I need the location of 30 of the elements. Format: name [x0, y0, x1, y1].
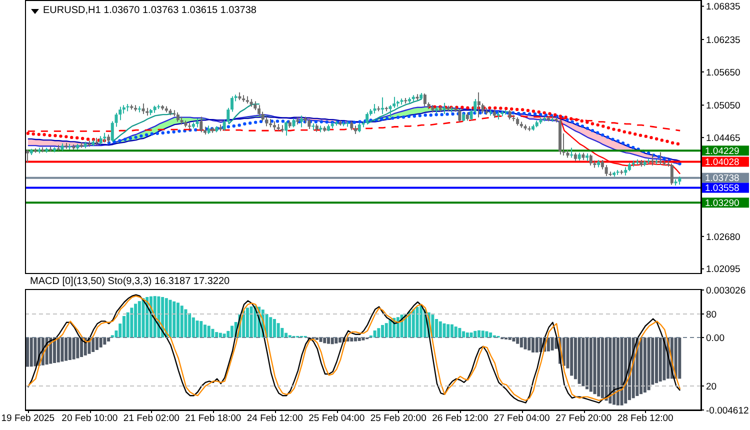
y-tick-label: 0.003026 — [706, 285, 746, 296]
x-tick-label: 25 Feb 20:00 — [370, 413, 426, 424]
y-tick-label: 1.05650 — [706, 67, 740, 78]
chart-title: EURUSD,H1 1.03670 1.03763 1.03615 1.03738 — [43, 5, 256, 17]
x-tick-label: 21 Feb 02:00 — [123, 413, 180, 424]
y2-tick-label: 80 — [706, 309, 717, 320]
y-tick-label: 1.02095 — [706, 264, 740, 276]
ref-line-label: 1.04028 — [705, 157, 740, 168]
x-tick-label: 19 Feb 2025 — [1, 413, 55, 424]
x-tick-label: 20 Feb 10:00 — [62, 413, 118, 424]
x-tick-label: 24 Feb 12:00 — [246, 413, 303, 424]
x-tick-label: 27 Feb 20:00 — [556, 413, 612, 424]
y-tick-label: -0.004612 — [706, 405, 749, 416]
x-tick-label: 25 Feb 04:00 — [308, 413, 365, 424]
ref-line-label: 1.03558 — [705, 183, 740, 194]
ref-line-label: 1.03290 — [705, 198, 740, 209]
y-tick-label: 1.06235 — [706, 34, 740, 46]
x-tick-label: 28 Feb 12:00 — [617, 413, 674, 424]
ref-line-label: 1.03738 — [705, 173, 740, 184]
x-tick-label: 26 Feb 12:00 — [432, 413, 488, 424]
ref-line-label: 1.04229 — [705, 146, 740, 157]
y-tick-label: 1.04465 — [706, 132, 740, 144]
y-tick-label: 0.00 — [706, 332, 724, 344]
y-tick-label: 1.06835 — [706, 2, 740, 13]
x-tick-label: 21 Feb 18:00 — [185, 413, 242, 424]
x-tick-label: 27 Feb 04:00 — [494, 413, 550, 424]
chart-title: MACD [0](13,50) Sto(9,3,3) 16.3187 17.3220 — [30, 276, 230, 288]
y-tick-label: 1.05050 — [706, 100, 740, 112]
y-tick-label: 1.02680 — [706, 232, 740, 243]
y2-tick-label: 20 — [706, 381, 717, 392]
